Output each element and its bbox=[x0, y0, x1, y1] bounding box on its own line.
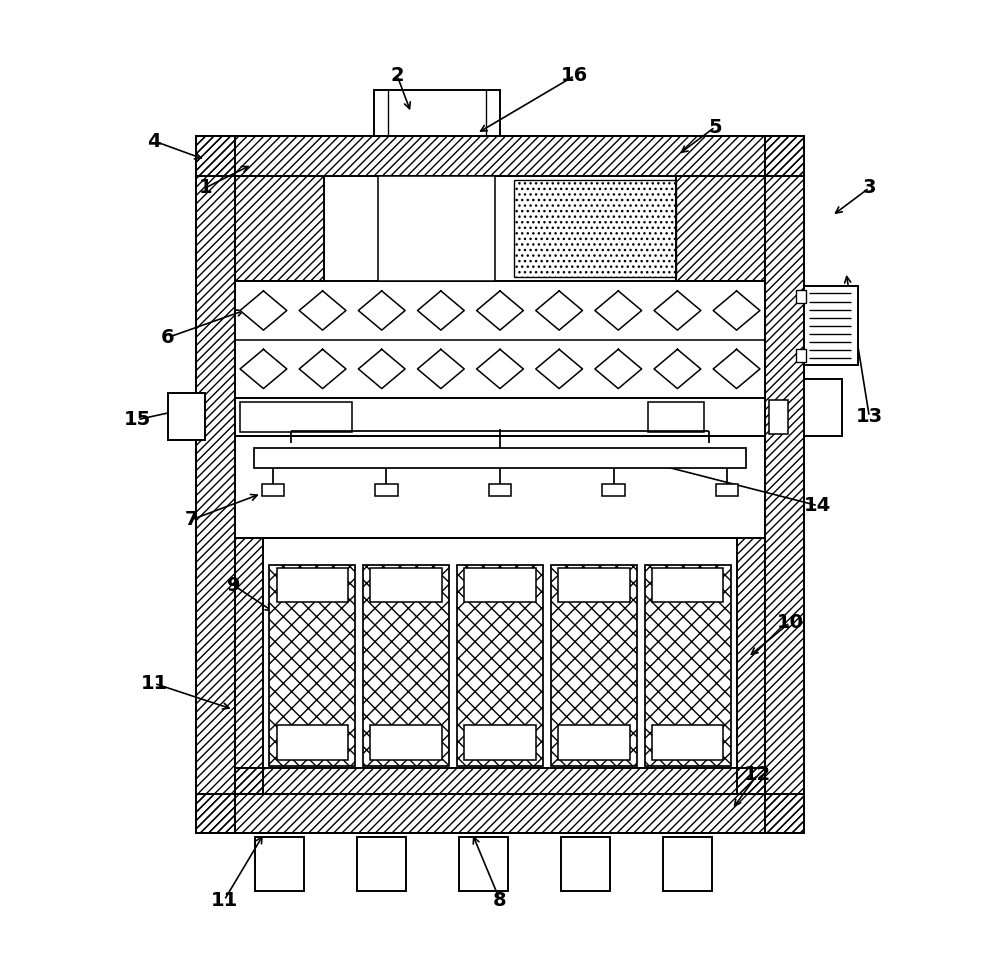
Bar bbox=[235, 175, 324, 281]
Polygon shape bbox=[358, 350, 405, 389]
Bar bbox=[269, 565, 355, 766]
Bar bbox=[663, 837, 712, 891]
Bar bbox=[769, 400, 788, 433]
Text: 5: 5 bbox=[708, 118, 722, 136]
Text: 7: 7 bbox=[185, 510, 198, 529]
Text: 11: 11 bbox=[211, 891, 238, 910]
Bar bbox=[357, 837, 406, 891]
Bar bbox=[804, 380, 842, 435]
Bar bbox=[602, 484, 625, 497]
Bar bbox=[378, 175, 495, 281]
Bar bbox=[235, 398, 765, 435]
Text: 13: 13 bbox=[856, 407, 883, 427]
Bar bbox=[375, 484, 398, 497]
Bar bbox=[254, 448, 746, 468]
Text: 10: 10 bbox=[776, 613, 803, 632]
Text: 11: 11 bbox=[140, 674, 168, 693]
Polygon shape bbox=[299, 350, 346, 389]
Bar bbox=[652, 725, 723, 760]
Bar bbox=[277, 725, 348, 760]
Polygon shape bbox=[654, 291, 701, 330]
Bar bbox=[363, 565, 449, 766]
Text: 4: 4 bbox=[147, 131, 161, 151]
Text: 3: 3 bbox=[863, 178, 876, 198]
Polygon shape bbox=[477, 291, 523, 330]
Bar bbox=[240, 402, 352, 431]
Bar bbox=[324, 175, 676, 281]
Text: 6: 6 bbox=[161, 328, 175, 347]
Text: 9: 9 bbox=[227, 576, 240, 595]
Bar bbox=[196, 136, 804, 175]
Bar bbox=[262, 484, 284, 497]
Bar bbox=[235, 539, 263, 794]
Bar bbox=[464, 569, 536, 602]
Polygon shape bbox=[358, 291, 405, 330]
Bar bbox=[235, 539, 765, 794]
Bar bbox=[551, 565, 637, 766]
Text: 16: 16 bbox=[561, 66, 588, 85]
Polygon shape bbox=[240, 291, 287, 330]
Bar bbox=[645, 565, 731, 766]
Bar bbox=[235, 281, 765, 398]
Bar bbox=[765, 136, 804, 833]
Bar bbox=[374, 90, 500, 136]
Bar bbox=[796, 349, 806, 361]
Bar bbox=[457, 565, 543, 766]
Text: 12: 12 bbox=[744, 766, 771, 784]
Polygon shape bbox=[417, 291, 464, 330]
Bar bbox=[235, 435, 765, 539]
Bar bbox=[196, 136, 235, 833]
Bar bbox=[464, 725, 536, 760]
Bar bbox=[255, 837, 304, 891]
Text: 2: 2 bbox=[390, 66, 404, 85]
Text: 1: 1 bbox=[199, 178, 212, 198]
Polygon shape bbox=[536, 350, 583, 389]
Bar bbox=[370, 569, 442, 602]
Bar bbox=[716, 484, 738, 497]
Bar bbox=[514, 180, 676, 277]
Bar bbox=[648, 402, 704, 431]
Bar bbox=[737, 539, 765, 794]
Bar bbox=[796, 289, 806, 303]
Polygon shape bbox=[713, 291, 760, 330]
Bar bbox=[277, 569, 348, 602]
Bar bbox=[459, 837, 508, 891]
Polygon shape bbox=[595, 350, 642, 389]
Bar bbox=[168, 393, 205, 440]
Bar bbox=[561, 837, 610, 891]
Polygon shape bbox=[417, 350, 464, 389]
Text: 15: 15 bbox=[124, 410, 151, 430]
Text: 14: 14 bbox=[804, 496, 832, 515]
Bar bbox=[370, 725, 442, 760]
Polygon shape bbox=[713, 350, 760, 389]
Text: 8: 8 bbox=[493, 891, 507, 910]
Bar bbox=[196, 794, 804, 833]
Bar bbox=[676, 175, 765, 281]
Bar bbox=[489, 484, 511, 497]
Bar bbox=[558, 725, 630, 760]
Bar bbox=[235, 768, 765, 794]
Polygon shape bbox=[299, 291, 346, 330]
Polygon shape bbox=[477, 350, 523, 389]
Bar bbox=[804, 286, 858, 365]
Polygon shape bbox=[595, 291, 642, 330]
Polygon shape bbox=[536, 291, 583, 330]
Bar bbox=[652, 569, 723, 602]
Polygon shape bbox=[654, 350, 701, 389]
Bar bbox=[558, 569, 630, 602]
Polygon shape bbox=[240, 350, 287, 389]
